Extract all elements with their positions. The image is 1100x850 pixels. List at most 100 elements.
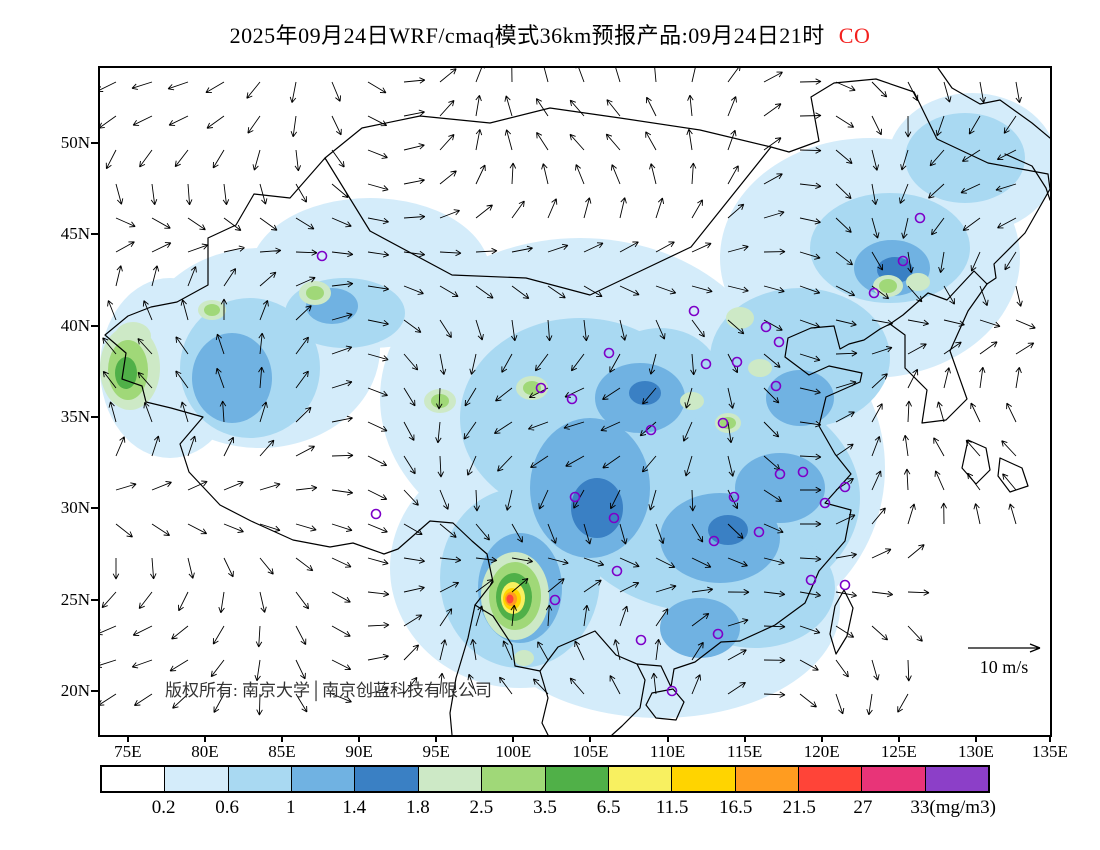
city-station-marker <box>635 634 647 646</box>
colorbar-swatch <box>925 767 989 791</box>
wind-vector-layer <box>100 68 1036 716</box>
lon-tick-mark <box>897 736 900 742</box>
lon-tick-mark <box>589 736 592 742</box>
city-station-marker <box>566 393 578 405</box>
northeast-coastlines <box>937 68 1050 201</box>
wind-arrows-path <box>100 68 1036 716</box>
title-text: 2025年09月24日WRF/cmaq模式36km预报产品:09月24日21时 <box>229 23 825 48</box>
wind-scale-label: 10 m/s <box>980 657 1029 677</box>
co-concentration-blob <box>879 279 897 293</box>
lon-tick-mark <box>203 736 206 742</box>
lon-tick-mark <box>1049 736 1051 742</box>
lon-tick-label: 110E <box>649 742 686 761</box>
lon-tick-mark <box>666 736 669 742</box>
lon-tick-label: 105E <box>572 742 609 761</box>
city-station-marker <box>839 579 851 591</box>
lon-tick-mark <box>358 736 361 742</box>
co-concentration-blob <box>680 392 704 410</box>
colorbar-tick-label: 1.8 <box>405 797 430 818</box>
lat-tick-mark <box>91 690 98 692</box>
city-station-marker <box>819 497 831 509</box>
lon-tick-label: 80E <box>191 742 219 761</box>
colorbar-tick-label: 16.5 <box>719 797 753 818</box>
city-station-marker <box>712 628 724 640</box>
page-title: 2025年09月24日WRF/cmaq模式36km预报产品:09月24日21时 C… <box>0 18 1100 50</box>
lon-tick-label: 85E <box>268 742 296 761</box>
city-station-marker <box>316 250 328 262</box>
lat-tick-label: 40N <box>60 315 90 335</box>
colorbar-swatch <box>672 767 736 791</box>
city-station-marker <box>717 417 729 429</box>
co-concentration-blob <box>506 594 514 604</box>
china-mainland-outline <box>104 78 1050 688</box>
colorbar-swatch <box>355 767 419 791</box>
co-concentration-blob <box>192 333 272 423</box>
co-concentration-blob <box>708 515 748 545</box>
city-station-marker <box>708 535 720 547</box>
city-station-marker <box>914 212 926 224</box>
colorbar-swatch <box>292 767 356 791</box>
lat-tick-mark <box>91 415 98 418</box>
colorbar-tick-label: 6.5 <box>596 797 621 818</box>
colorbar-swatch <box>165 767 229 791</box>
city-station-marker <box>805 574 817 586</box>
colorbar-swatch <box>735 767 799 791</box>
co-concentration-blob <box>514 650 534 666</box>
lon-tick-label: 75E <box>114 742 142 761</box>
russia-mongolia-border <box>324 107 772 159</box>
lon-tick-mark <box>281 736 283 742</box>
city-station-marker <box>773 336 785 348</box>
hainan-outline <box>645 688 685 721</box>
korea-coastline <box>889 283 988 424</box>
lon-tick-label: 115E <box>726 742 763 761</box>
co-concentration-blob <box>431 394 449 408</box>
city-station-marker <box>731 356 743 368</box>
colorbar-tick-label: 1.4 <box>342 797 367 818</box>
lon-tick-label: 120E <box>803 742 840 761</box>
colorbar-swatch <box>482 767 546 791</box>
colorbar-tick-label: 11.5 <box>655 797 689 818</box>
colorbar-tick-label: 33(mg/m3) <box>910 797 996 818</box>
contour-fill-layer <box>100 93 1050 718</box>
lon-tick-label: 125E <box>880 742 917 761</box>
lon-tick-label: 95E <box>422 742 450 761</box>
colorbar-tick-label: 27 <box>853 797 873 818</box>
lat-tick-label: 30N <box>60 498 90 518</box>
city-station-marker <box>774 468 786 480</box>
colorbar-swatch <box>102 767 166 791</box>
lon-tick-label: 135E <box>1032 742 1068 761</box>
city-station-marker <box>666 685 678 697</box>
lat-tick-mark <box>91 598 98 601</box>
co-concentration-blob <box>571 478 623 538</box>
map-plot-area: 版权所有: 南京大学│南京创蓝科技有限公司 10 m/s <box>98 66 1052 737</box>
co-concentration-blob <box>306 286 324 300</box>
city-station-marker <box>608 512 620 524</box>
lon-tick-mark <box>126 736 129 742</box>
city-station-marker <box>603 347 615 359</box>
colorbar-tick-label: 1 <box>285 797 296 818</box>
forecast-map-svg: 版权所有: 南京大学│南京创蓝科技有限公司 10 m/s <box>100 68 1050 735</box>
lat-tick-label: 35N <box>60 406 90 426</box>
city-station-marker <box>868 287 880 299</box>
co-concentration-blob <box>735 453 825 523</box>
wind-scale-legend: 10 m/s <box>968 643 1041 677</box>
colorbar-tick-label: 0.6 <box>215 797 240 818</box>
city-station-marker <box>645 424 657 436</box>
city-station-marker <box>797 466 809 478</box>
taiwan-outline <box>829 589 854 655</box>
japan-islands <box>961 439 1029 493</box>
lon-tick-label: 100E <box>495 742 532 761</box>
co-concentration-blob <box>906 273 930 291</box>
co-concentration-blob <box>204 304 220 316</box>
city-station-marker <box>569 491 581 503</box>
co-concentration-blob <box>710 288 890 428</box>
lon-tick-mark <box>435 736 438 742</box>
city-station-marker <box>839 481 851 493</box>
copyright-text: 版权所有: 南京大学│南京创蓝科技有限公司 <box>165 680 492 702</box>
colorbar-swatch <box>545 767 609 791</box>
lat-tick-label: 45N <box>60 224 90 244</box>
city-station-marker <box>688 305 700 317</box>
colorbar-tick-label: 0.2 <box>151 797 176 818</box>
colorbar-swatch <box>228 767 293 791</box>
city-station-marker <box>760 321 772 333</box>
